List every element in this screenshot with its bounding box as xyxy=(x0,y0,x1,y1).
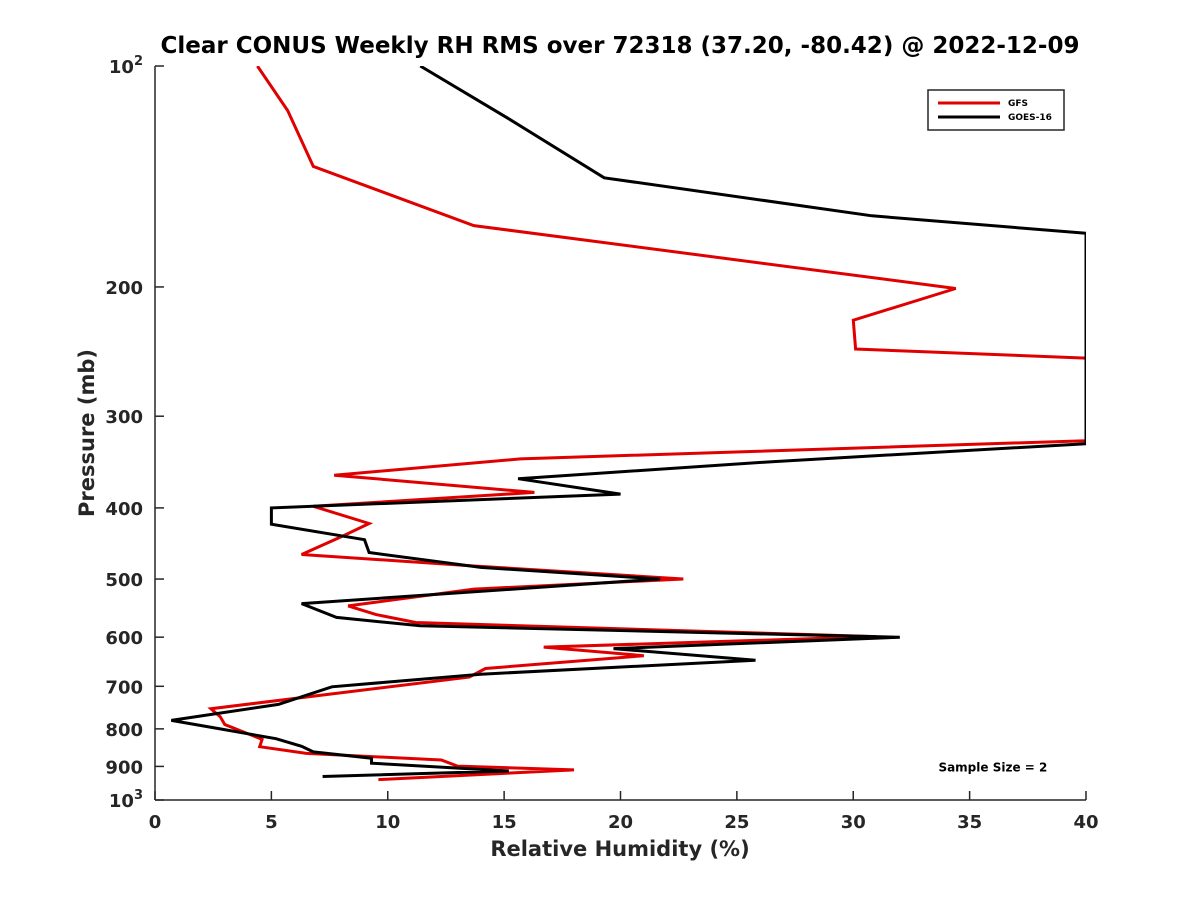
y-tick-label: 103 xyxy=(109,788,143,812)
x-tick-label: 20 xyxy=(608,812,633,833)
y-tick-label: 200 xyxy=(105,278,143,299)
y-tick-label: 800 xyxy=(105,720,143,741)
y-tick-label: 500 xyxy=(105,570,143,591)
x-axis-label: Relative Humidity (%) xyxy=(490,837,749,861)
annotations: Sample Size = 2 xyxy=(938,760,1047,774)
legend: GFS GOES-16 xyxy=(927,89,1065,131)
legend-label: GFS xyxy=(1008,99,1028,109)
x-tick-label: 40 xyxy=(1073,812,1098,833)
annotation-text: Sample Size = 2 xyxy=(938,760,1047,774)
x-tick-label: 5 xyxy=(265,812,278,833)
y-tick-label: 900 xyxy=(105,757,143,778)
x-tick-label: 10 xyxy=(375,812,400,833)
x-tick-label: 25 xyxy=(724,812,749,833)
y-tick-label: 102 xyxy=(109,54,143,78)
y-tick-label: 300 xyxy=(105,407,143,428)
x-tick-label: 35 xyxy=(957,812,982,833)
y-axis-label: Pressure (mb) xyxy=(75,349,99,517)
legend-label: GOES-16 xyxy=(1008,113,1052,123)
series-line-gfs xyxy=(207,66,1086,782)
x-tick-label: 0 xyxy=(149,812,162,833)
series-line-goes-16 xyxy=(171,66,1086,778)
plot-area: 0 5 10 15 20 25 30 35 40 102 200 300 400 500 600 700 800… xyxy=(105,54,1098,833)
y-tick-label: 600 xyxy=(105,628,143,649)
chart-title: Clear CONUS Weekly RH RMS over 72318 (37… xyxy=(161,33,1080,59)
x-tick-label: 30 xyxy=(841,812,866,833)
y-tick-label: 400 xyxy=(105,499,143,520)
legend-box xyxy=(927,89,1065,131)
x-tick-label: 15 xyxy=(492,812,517,833)
y-tick-label: 700 xyxy=(105,677,143,698)
